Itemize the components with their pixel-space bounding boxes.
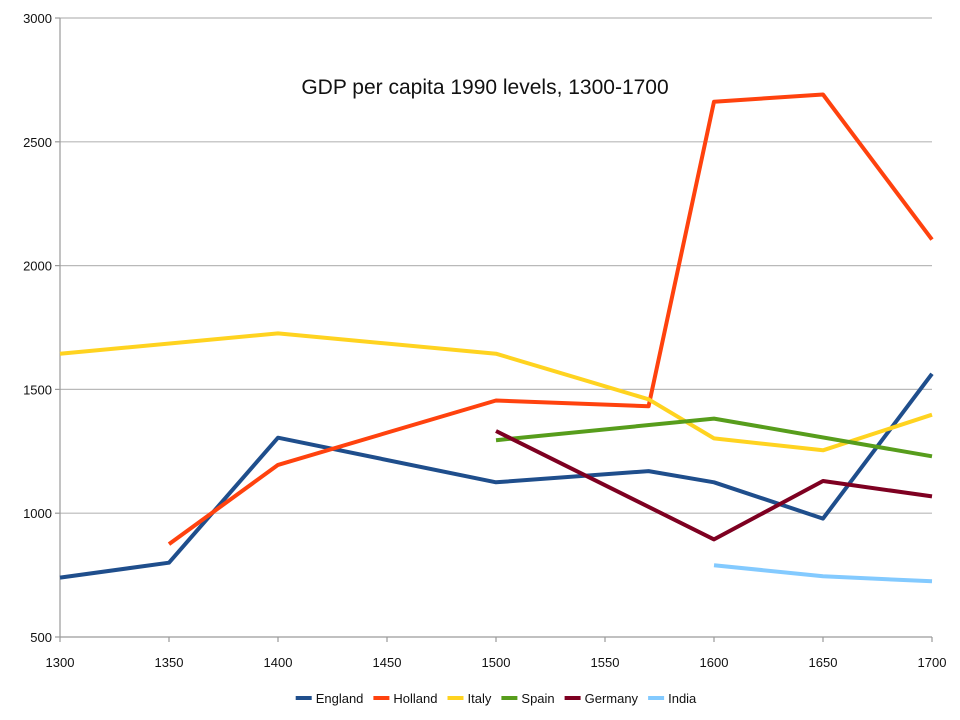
x-tick-label: 1650 [809, 655, 838, 670]
y-tick-labels: 500 1000 1500 2000 2500 3000 [23, 11, 52, 645]
legend: England Holland Italy Spain Germany India [295, 691, 697, 706]
y-tick-label: 2500 [23, 135, 52, 150]
x-tick-label: 1700 [918, 655, 947, 670]
legend-label: Holland [393, 691, 437, 706]
series-line-spain [495, 416, 933, 459]
x-tick-label: 1500 [482, 655, 511, 670]
legend-label: India [668, 691, 697, 706]
legend-label: Germany [585, 691, 639, 706]
gridlines [60, 17, 932, 514]
y-tick-label: 500 [30, 630, 52, 645]
series-line-holland [167, 92, 934, 546]
x-tick-label: 1350 [155, 655, 184, 670]
x-tick-label: 1550 [591, 655, 620, 670]
legend-item-england: England [295, 691, 364, 706]
legend-item-spain: Spain [501, 691, 555, 706]
axes [55, 17, 933, 642]
y-tick-label: 1500 [23, 382, 52, 397]
x-tick-label: 1450 [373, 655, 402, 670]
x-tick-label: 1600 [700, 655, 729, 670]
series-line-england [59, 372, 934, 580]
legend-item-germany: Germany [564, 691, 639, 706]
series-lines [59, 92, 934, 584]
x-tick-labels: 1300 1350 1400 1450 1500 1550 1600 1650 1700 [46, 655, 947, 670]
legend-label: Italy [468, 691, 492, 706]
series-line-germany [495, 429, 933, 542]
legend-item-india: India [648, 691, 697, 706]
y-tick-label: 2000 [23, 259, 52, 274]
chart-title: GDP per capita 1990 levels, 1300-1700 [301, 76, 668, 99]
x-tick-label: 1300 [46, 655, 75, 670]
legend-item-holland: Holland [373, 691, 437, 706]
series-line-italy [59, 331, 933, 453]
legend-label: England [316, 691, 364, 706]
y-tick-label: 1000 [23, 506, 52, 521]
legend-label: Spain [521, 691, 554, 706]
series-line-india [713, 563, 933, 584]
legend-item-italy: Italy [447, 691, 492, 706]
y-tick-label: 3000 [23, 11, 52, 26]
x-tick-label: 1400 [264, 655, 293, 670]
